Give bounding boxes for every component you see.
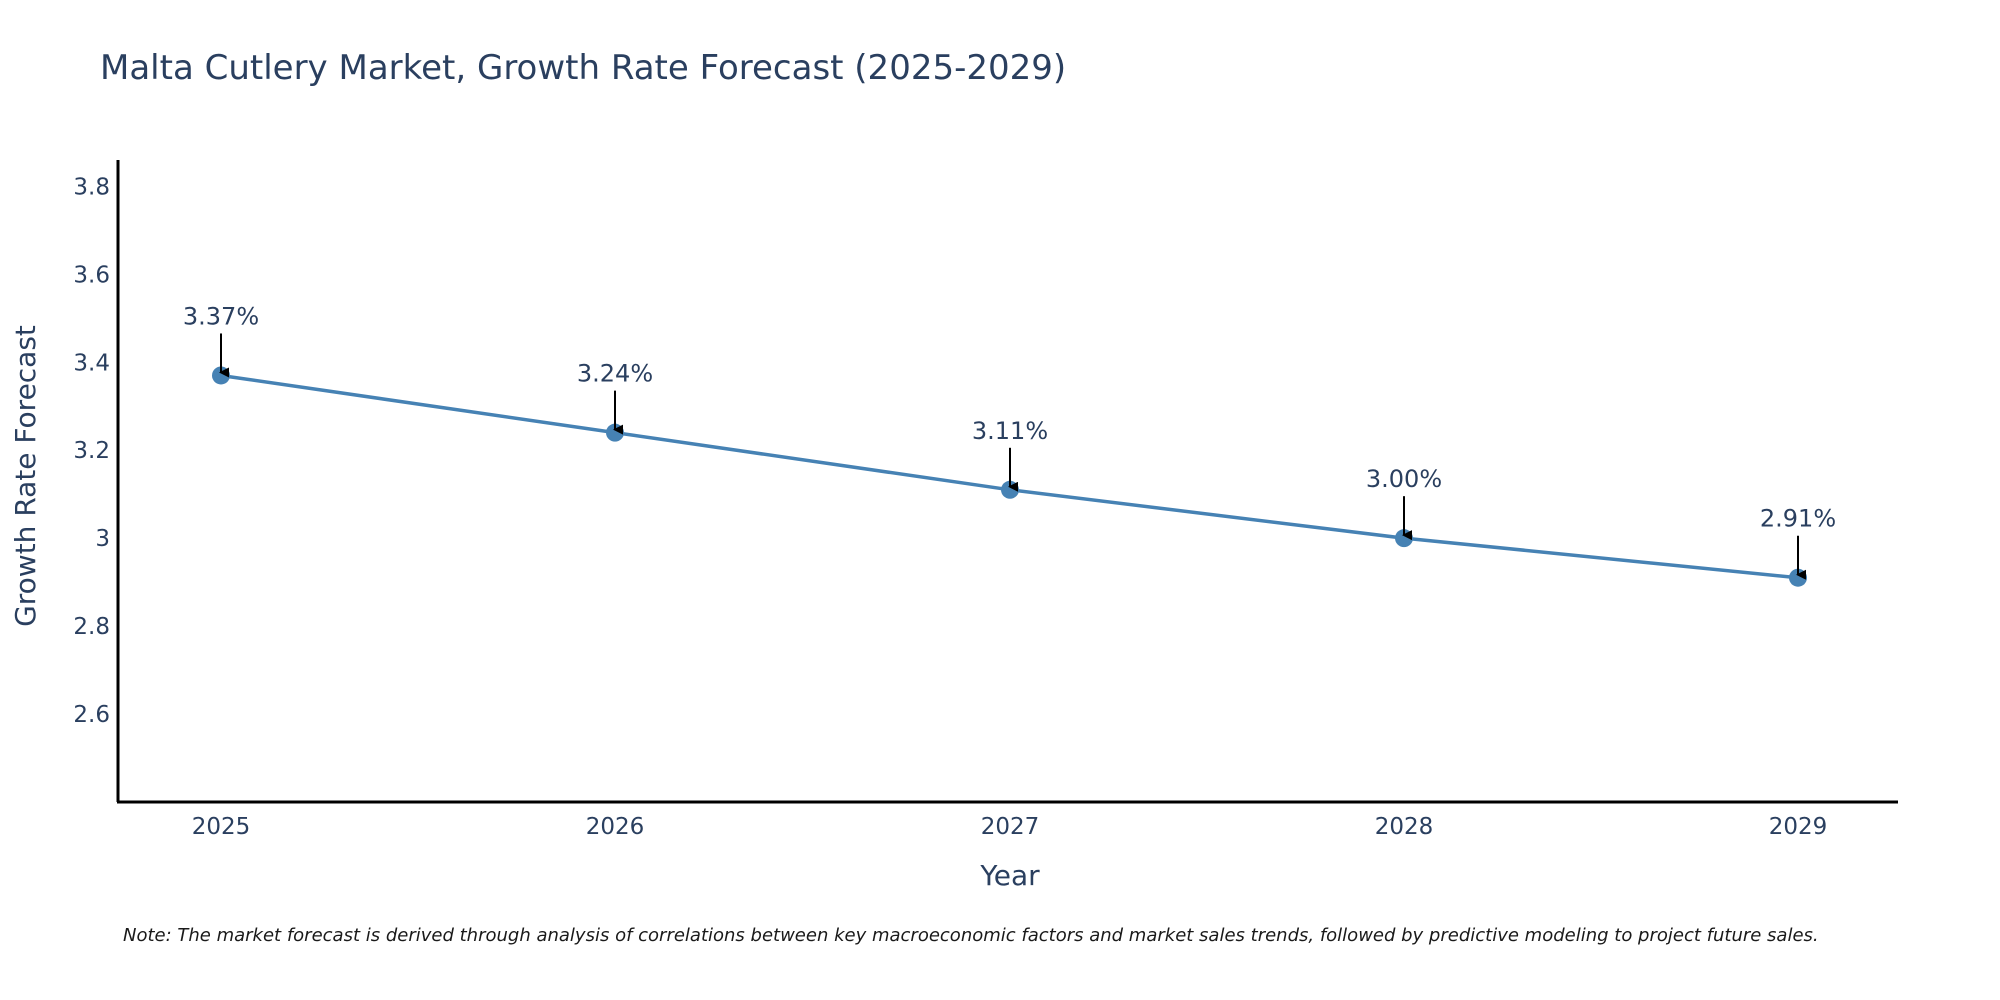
footnote: Note: The market forecast is derived thr…	[123, 925, 1819, 946]
data-labels: 3.37% 3.24% 3.11% 3.00% 2.91%	[183, 302, 1836, 580]
y-tick-label: 2.6	[73, 702, 110, 728]
y-tick-label: 3.6	[73, 262, 110, 288]
x-axis-title: Year	[979, 859, 1040, 892]
data-label-2026: 3.24%	[577, 360, 653, 388]
x-tick-label: 2028	[1375, 814, 1434, 840]
data-label-2027: 3.11%	[972, 417, 1048, 445]
x-tick-label: 2027	[981, 814, 1040, 840]
y-tick-label: 3.2	[73, 438, 110, 464]
y-tick-label: 3.4	[73, 350, 110, 376]
chart-title: Malta Cutlery Market, Growth Rate Foreca…	[100, 48, 1066, 88]
data-label-2029: 2.91%	[1760, 505, 1836, 533]
data-label-2028: 3.00%	[1366, 465, 1442, 493]
x-tick-label: 2025	[192, 814, 251, 840]
data-label-2025: 3.37%	[183, 302, 259, 330]
y-tick-label: 3.8	[73, 174, 110, 200]
tick-labels: 2.6 2.8 3 3.2 3.4 3.6 3.8 2025 2026 2027 2028 2029	[73, 174, 1827, 840]
y-axis-title: Growth Rate Forecast	[9, 325, 42, 627]
x-tick-label: 2029	[1769, 814, 1828, 840]
y-tick-label: 3	[95, 526, 110, 552]
y-tick-label: 2.8	[73, 614, 110, 640]
x-tick-label: 2026	[586, 814, 645, 840]
